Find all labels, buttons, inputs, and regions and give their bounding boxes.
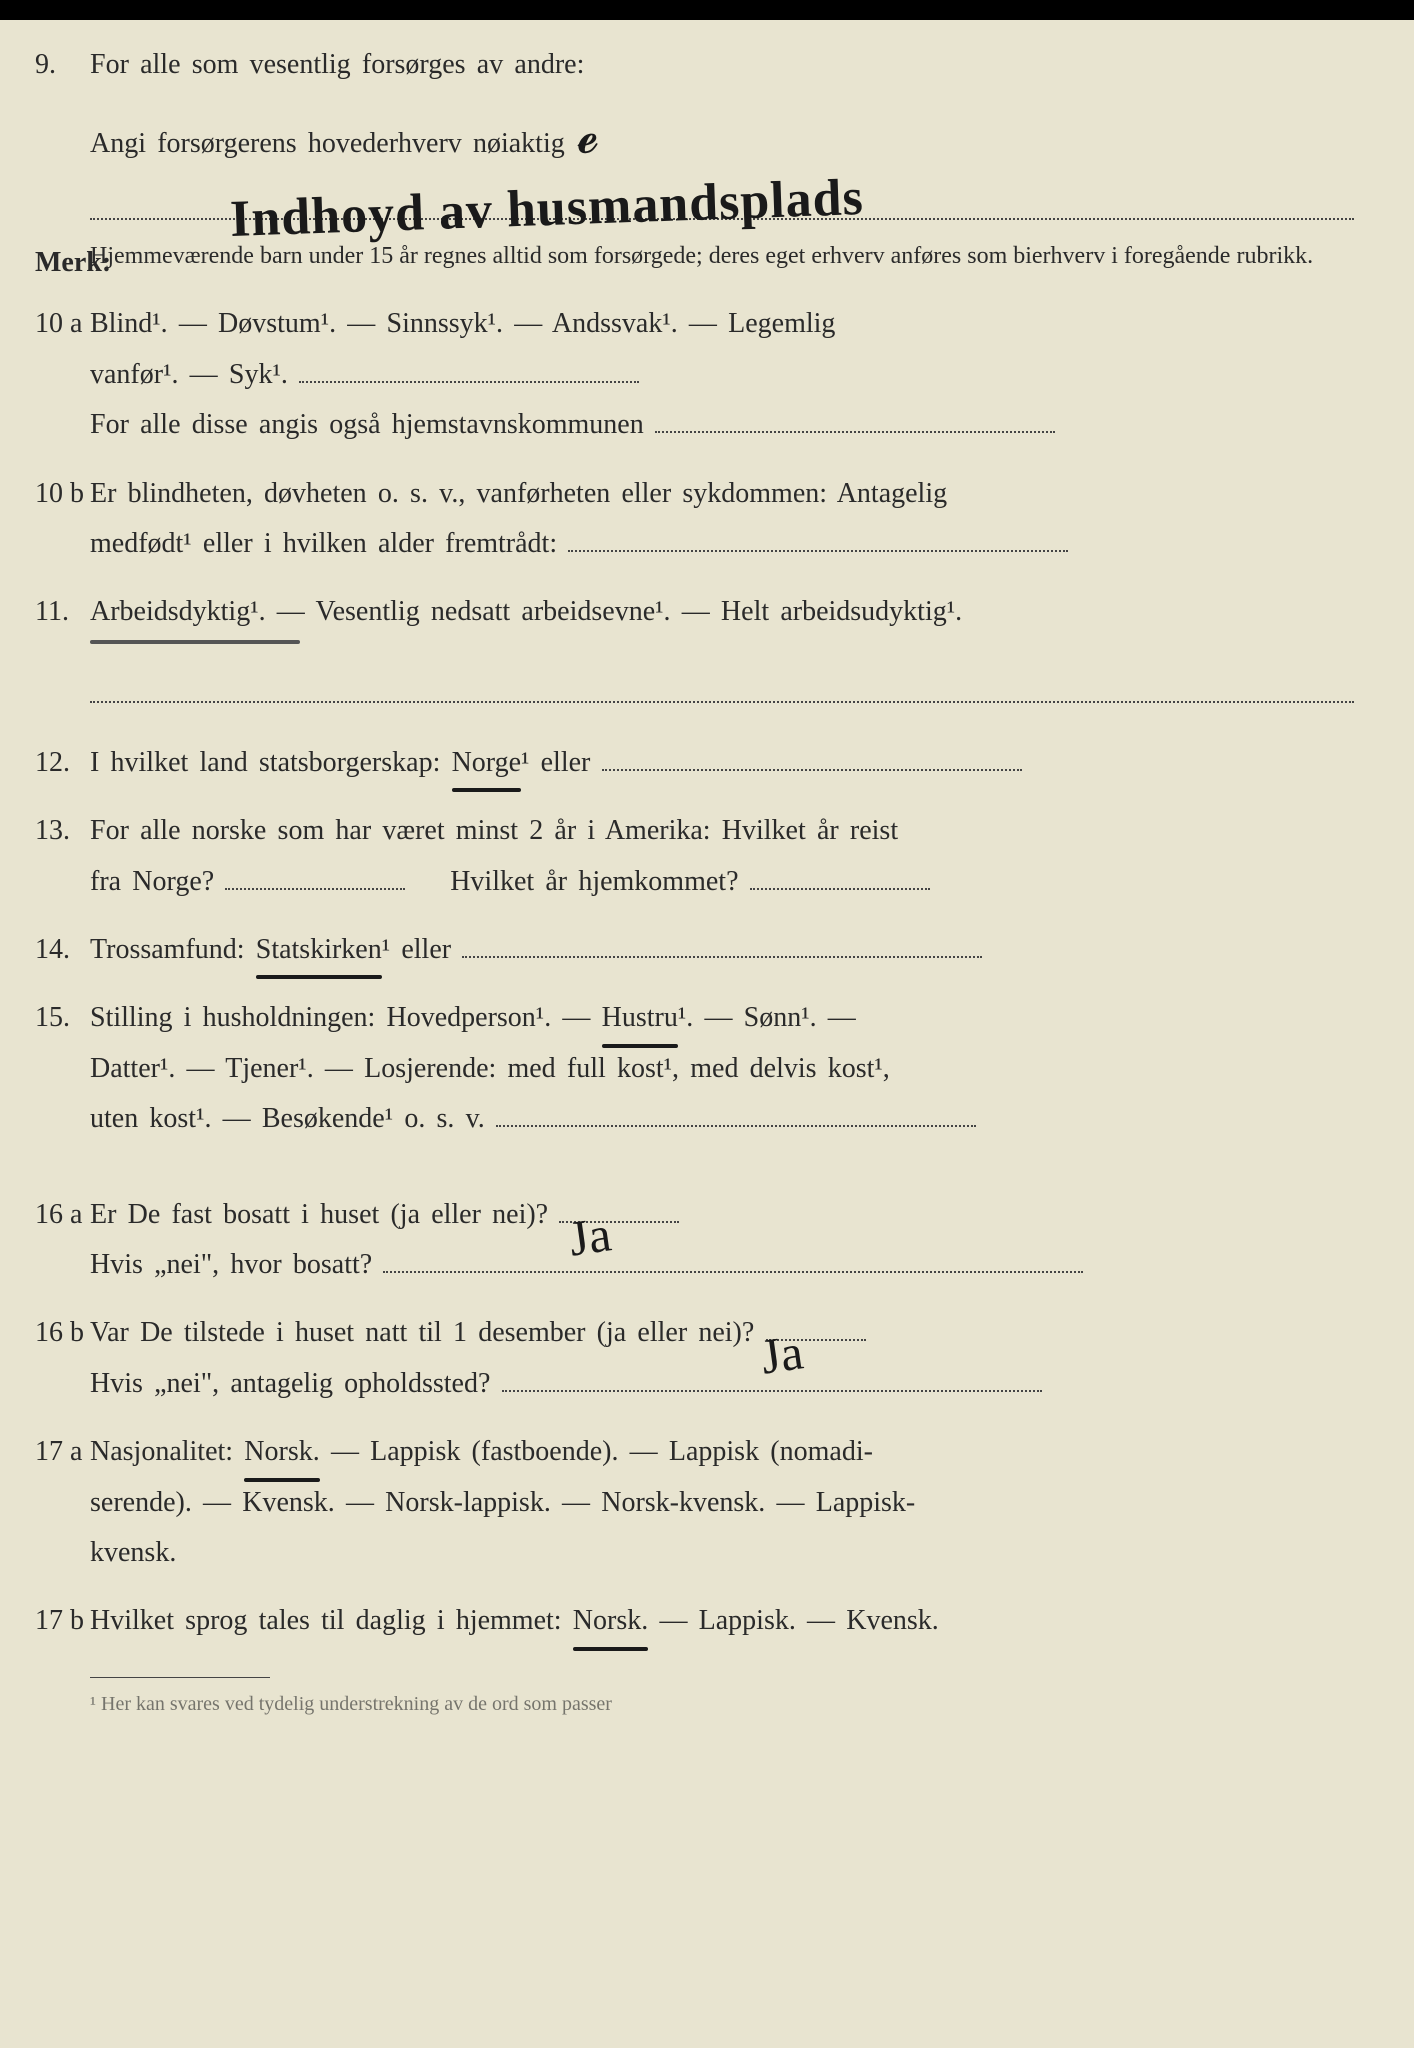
question-17b: 17 b Hvilket sprog tales til daglig i hj… bbox=[90, 1596, 1354, 1646]
q14-blank bbox=[462, 956, 982, 958]
question-14: 14. Trossamfund: Statskirken¹ eller bbox=[90, 925, 1354, 975]
q11-text: Arbeidsdyktig¹. — Vesentlig nedsatt arbe… bbox=[90, 587, 1354, 637]
footnote-rule bbox=[90, 1677, 270, 1678]
q12-suffix: ¹ eller bbox=[521, 747, 590, 778]
q10a-line1: Blind¹. — Døvstum¹. — Sinnssyk¹. — Andss… bbox=[90, 299, 1354, 349]
question-number: 14. bbox=[35, 925, 70, 975]
q10b-blank bbox=[568, 550, 1068, 552]
q15-line1a: Stilling i husholdningen: Hovedperson¹. … bbox=[90, 1002, 602, 1033]
merk-text: Hjemmeværende barn under 15 år regnes al… bbox=[90, 238, 1354, 274]
q10a-line3-text: For alle disse angis også hjemstavnskomm… bbox=[90, 409, 644, 440]
q17b-answer-underlined: Norsk. bbox=[573, 1596, 648, 1646]
q17a-prefix: Nasjonalitet: bbox=[90, 1436, 244, 1467]
q17b-prefix: Hvilket sprog tales til daglig i hjemmet… bbox=[90, 1605, 573, 1636]
question-13: 13. For alle norske som har været minst … bbox=[90, 806, 1354, 907]
q14-suffix: ¹ eller bbox=[382, 934, 451, 965]
question-12: 12. I hvilket land statsborgerskap: Norg… bbox=[90, 738, 1354, 788]
q11-blank-line bbox=[90, 664, 1354, 703]
q13-line2: fra Norge? Hvilket år hjemkommet? bbox=[90, 857, 1354, 907]
census-form-page: 9. For alle som vesentlig forsørges av a… bbox=[0, 0, 1414, 2048]
q10a-line2-prefix: vanfør¹. — Syk¹. bbox=[90, 359, 288, 390]
question-number: 11. bbox=[35, 587, 69, 637]
q16b-line2: Hvis „nei", antagelig opholdssted? bbox=[90, 1359, 1354, 1409]
merk-label: Merk: bbox=[35, 238, 111, 288]
q11-smudge bbox=[90, 640, 300, 644]
question-number: 16 a bbox=[35, 1190, 82, 1240]
question-number: 17 b bbox=[35, 1596, 84, 1646]
q10a-blank bbox=[299, 381, 639, 383]
q17a-answer-underlined: Norsk. bbox=[244, 1427, 319, 1477]
q16a-answer-line: Ja bbox=[559, 1221, 679, 1223]
q15-line3-prefix: uten kost¹. — Besøkende¹ o. s. v. bbox=[90, 1103, 485, 1134]
q17a-line3: kvensk. bbox=[90, 1528, 1354, 1578]
q15-line1b: ¹. — Sønn¹. — bbox=[678, 1002, 856, 1033]
q15-line1: Stilling i husholdningen: Hovedperson¹. … bbox=[90, 993, 1354, 1043]
q10b-line1: Er blindheten, døvheten o. s. v., vanfør… bbox=[90, 469, 1354, 519]
q9-line2-prefix: Angi forsørgerens hovederhverv nøiaktig bbox=[90, 128, 565, 159]
q17b-content: Hvilket sprog tales til daglig i hjemmet… bbox=[90, 1596, 1354, 1646]
q10a-blank2 bbox=[655, 431, 1055, 433]
question-number: 16 b bbox=[35, 1308, 84, 1358]
question-number: 15. bbox=[35, 993, 70, 1043]
q16a-line2: Hvis „nei", hvor bosatt? bbox=[90, 1240, 1354, 1290]
question-10b: 10 b Er blindheten, døvheten o. s. v., v… bbox=[90, 469, 1354, 570]
q10a-line3: For alle disse angis også hjemstavnskomm… bbox=[90, 400, 1354, 450]
question-number: 17 a bbox=[35, 1427, 82, 1477]
q13-blank-b bbox=[750, 888, 930, 890]
q12-content: I hvilket land statsborgerskap: Norge¹ e… bbox=[90, 738, 1354, 788]
question-10a: 10 a Blind¹. — Døvstum¹. — Sinnssyk¹. — … bbox=[90, 299, 1354, 450]
q13-line2b: Hvilket år hjemkommet? bbox=[450, 866, 738, 897]
q15-line3: uten kost¹. — Besøkende¹ o. s. v. bbox=[90, 1094, 1354, 1144]
q16a-prefix: Er De fast bosatt i huset (ja eller nei)… bbox=[90, 1199, 548, 1230]
q16a-blank bbox=[383, 1271, 1083, 1273]
q13-line2a: fra Norge? bbox=[90, 866, 214, 897]
q15-blank bbox=[496, 1125, 976, 1127]
q17b-suffix: — Lappisk. — Kvensk. bbox=[659, 1605, 938, 1636]
question-number: 9. bbox=[35, 40, 56, 90]
footnote-text: ¹ Her kan svares ved tydelig understrekn… bbox=[90, 1686, 1354, 1722]
q17a-line1: Nasjonalitet: Norsk. — Lappisk (fastboen… bbox=[90, 1427, 1354, 1477]
q13-line1: For alle norske som har været minst 2 år… bbox=[90, 806, 1354, 856]
question-16b: 16 b Var De tilstede i huset natt til 1 … bbox=[90, 1308, 1354, 1409]
q16a-line2-prefix: Hvis „nei", hvor bosatt? bbox=[90, 1249, 372, 1280]
question-number: 13. bbox=[35, 806, 70, 856]
question-number: 10 a bbox=[35, 299, 82, 349]
q16b-answer-line: Ja bbox=[766, 1339, 866, 1341]
q16b-line1: Var De tilstede i huset natt til 1 desem… bbox=[90, 1308, 1354, 1358]
q17a-line1-suffix: — Lappisk (fastboende). — Lappisk (nomad… bbox=[331, 1436, 873, 1467]
question-11: 11. Arbeidsdyktig¹. — Vesentlig nedsatt … bbox=[90, 587, 1354, 703]
q12-answer-underlined: Norge bbox=[452, 738, 521, 788]
q15-line2: Datter¹. — Tjener¹. — Losjerende: med fu… bbox=[90, 1044, 1354, 1094]
q16b-prefix: Var De tilstede i huset natt til 1 desem… bbox=[90, 1317, 754, 1348]
q17a-line2: serende). — Kvensk. — Norsk-lappisk. — N… bbox=[90, 1478, 1354, 1528]
q9-written-line: Indhoyd av husmandsplads bbox=[90, 180, 1354, 220]
question-number: 12. bbox=[35, 738, 70, 788]
question-9: 9. For alle som vesentlig forsørges av a… bbox=[90, 40, 1354, 220]
question-17a: 17 a Nasjonalitet: Norsk. — Lappisk (fas… bbox=[90, 1427, 1354, 1578]
q14-content: Trossamfund: Statskirken¹ eller bbox=[90, 925, 1354, 975]
question-15: 15. Stilling i husholdningen: Hovedperso… bbox=[90, 993, 1354, 1144]
question-16a: 16 a Er De fast bosatt i huset (ja eller… bbox=[90, 1190, 1354, 1291]
q15-answer-underlined: Hustru bbox=[602, 993, 678, 1043]
q12-prefix: I hvilket land statsborgerskap: bbox=[90, 747, 452, 778]
q9-line1: For alle som vesentlig forsørges av andr… bbox=[90, 40, 1354, 90]
q13-blank-a bbox=[225, 888, 405, 890]
merk-note: Merk: Hjemmeværende barn under 15 år reg… bbox=[90, 238, 1354, 274]
q16a-line1: Er De fast bosatt i huset (ja eller nei)… bbox=[90, 1190, 1354, 1240]
q16b-line2-prefix: Hvis „nei", antagelig opholdssted? bbox=[90, 1368, 490, 1399]
q14-answer-underlined: Statskirken bbox=[256, 925, 382, 975]
q10a-line2: vanfør¹. — Syk¹. bbox=[90, 350, 1354, 400]
q14-prefix: Trossamfund: bbox=[90, 934, 256, 965]
q10b-line2: medfødt¹ eller i hvilken alder fremtrådt… bbox=[90, 519, 1354, 569]
q10b-line2-prefix: medfødt¹ eller i hvilken alder fremtrådt… bbox=[90, 528, 557, 559]
q12-blank bbox=[602, 769, 1022, 771]
question-number: 10 b bbox=[35, 469, 84, 519]
